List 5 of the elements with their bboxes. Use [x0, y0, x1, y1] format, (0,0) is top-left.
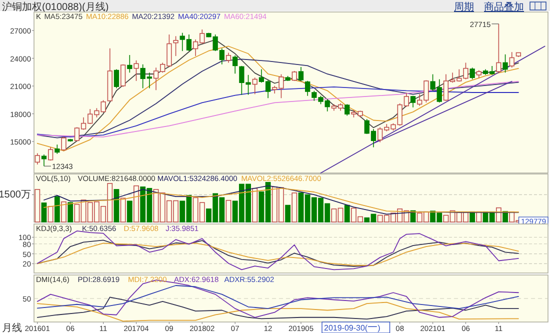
annotation: 商品叠加: [484, 1, 524, 13]
text: 月线: [2, 322, 22, 333]
annotation: 周期: [454, 1, 474, 13]
text: 2019-09-30(一): [324, 322, 381, 333]
chart-title: 沪铜加权(010088)(月线): [2, 1, 109, 13]
